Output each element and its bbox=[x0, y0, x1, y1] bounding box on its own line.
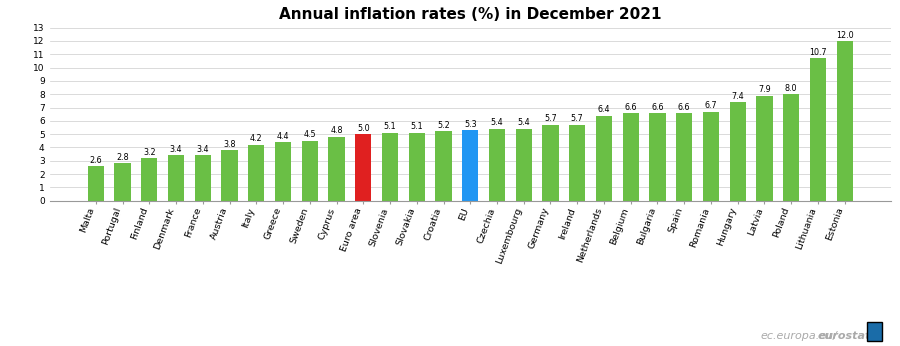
Text: 2.6: 2.6 bbox=[89, 156, 102, 165]
Bar bbox=[676, 113, 692, 201]
Text: 5.7: 5.7 bbox=[571, 115, 583, 124]
Bar bbox=[221, 150, 238, 201]
Bar bbox=[141, 158, 158, 201]
Bar bbox=[463, 130, 478, 201]
Text: 6.7: 6.7 bbox=[705, 101, 717, 110]
Text: 8.0: 8.0 bbox=[785, 84, 797, 93]
Text: 7.4: 7.4 bbox=[732, 92, 744, 101]
Text: 3.8: 3.8 bbox=[223, 140, 236, 149]
Text: 7.9: 7.9 bbox=[758, 85, 771, 94]
Bar bbox=[382, 133, 398, 201]
Bar bbox=[114, 163, 130, 201]
Bar bbox=[356, 134, 372, 201]
Text: 6.6: 6.6 bbox=[652, 102, 663, 111]
Bar bbox=[543, 125, 559, 201]
Bar bbox=[569, 125, 585, 201]
Title: Annual inflation rates (%) in December 2021: Annual inflation rates (%) in December 2… bbox=[279, 7, 662, 22]
Text: ec.europa.eu/: ec.europa.eu/ bbox=[760, 331, 837, 341]
Text: 3.4: 3.4 bbox=[196, 145, 209, 154]
Bar bbox=[650, 113, 665, 201]
Bar bbox=[703, 111, 719, 201]
Text: 4.5: 4.5 bbox=[303, 130, 316, 139]
Text: 6.6: 6.6 bbox=[678, 102, 690, 111]
Text: 4.4: 4.4 bbox=[277, 132, 289, 141]
Bar bbox=[409, 133, 425, 201]
Bar bbox=[194, 155, 211, 201]
Bar bbox=[596, 116, 612, 201]
Bar bbox=[783, 94, 799, 201]
Text: 4.8: 4.8 bbox=[330, 127, 343, 136]
Text: 5.7: 5.7 bbox=[544, 115, 557, 124]
Bar bbox=[168, 155, 184, 201]
Bar bbox=[275, 142, 291, 201]
Text: 2.8: 2.8 bbox=[116, 153, 129, 162]
Text: 4.2: 4.2 bbox=[250, 135, 263, 144]
Bar bbox=[489, 129, 505, 201]
Bar bbox=[302, 141, 318, 201]
Text: 6.6: 6.6 bbox=[625, 102, 637, 111]
Text: 12.0: 12.0 bbox=[836, 31, 853, 40]
Bar bbox=[810, 58, 826, 201]
Bar bbox=[757, 95, 772, 201]
Bar bbox=[328, 137, 345, 201]
Text: 5.3: 5.3 bbox=[464, 120, 477, 129]
Bar bbox=[436, 131, 452, 201]
Text: eurostat: eurostat bbox=[817, 331, 870, 341]
Text: 3.4: 3.4 bbox=[170, 145, 183, 154]
Bar bbox=[516, 129, 532, 201]
Bar bbox=[837, 41, 853, 201]
Text: 3.2: 3.2 bbox=[143, 148, 156, 157]
Text: 5.4: 5.4 bbox=[518, 118, 530, 127]
Text: 10.7: 10.7 bbox=[809, 48, 827, 57]
Bar bbox=[730, 102, 746, 201]
Bar bbox=[623, 113, 639, 201]
Bar bbox=[248, 145, 265, 201]
Text: 5.1: 5.1 bbox=[410, 122, 423, 131]
Text: 6.4: 6.4 bbox=[598, 105, 610, 114]
Text: 5.2: 5.2 bbox=[437, 121, 450, 130]
Bar bbox=[88, 166, 104, 201]
Text: 5.0: 5.0 bbox=[357, 124, 370, 133]
Text: 5.4: 5.4 bbox=[491, 118, 503, 127]
Text: 5.1: 5.1 bbox=[383, 122, 396, 131]
